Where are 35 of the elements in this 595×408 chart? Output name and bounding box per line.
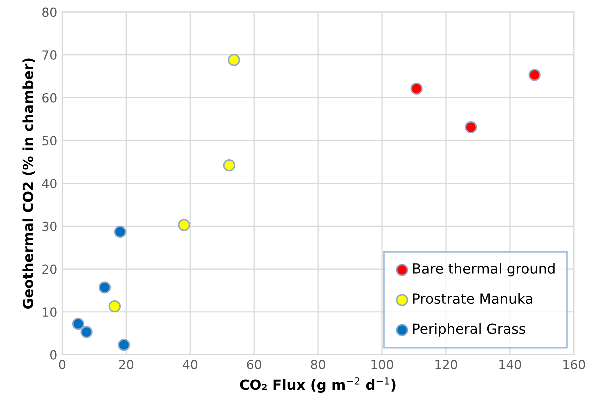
y-tick-label: 20 [42,264,57,274]
x-tick-label: 140 [500,360,522,370]
y-tick-label: 60 [42,93,57,103]
point [98,282,112,294]
point [178,219,190,232]
x-tick-label: 160 [564,360,586,370]
y-tick-label: 30 [42,222,57,232]
y-tick-label: 80 [42,8,57,18]
point [410,82,423,95]
point [114,226,126,238]
point [80,326,93,338]
point [108,300,121,313]
y-axis-title: Geothermal CO2 (% in chamber) [22,58,36,310]
legend-label: Peripheral Grass [413,323,526,337]
x-tick-label: 60 [247,360,262,370]
y-tick-label: 50 [42,136,57,146]
legend-label: Prostrate Manuka [413,293,532,304]
x-tick-label: 80 [311,360,326,370]
y-tick-label: 10 [43,308,57,318]
point [72,318,85,330]
y-tick-label: 40 [42,179,57,189]
y-tick-label: 0 [50,350,57,360]
x-tick-label: 100 [372,360,394,370]
point [223,160,236,172]
point [228,54,240,66]
point [118,339,130,352]
point [465,121,478,134]
x-axis-title: CO₂ Flux (g m$^{−2}$ d$^{−1}$) [240,377,396,394]
y-tick-label: 70 [42,50,57,60]
x-tick-label: 0 [59,360,66,370]
legend-label: Bare thermal ground [413,263,555,277]
x-tick-label: 40 [183,360,198,370]
x-tick-label: 120 [436,360,458,370]
x-tick-label: 20 [119,360,134,370]
point [528,69,541,82]
